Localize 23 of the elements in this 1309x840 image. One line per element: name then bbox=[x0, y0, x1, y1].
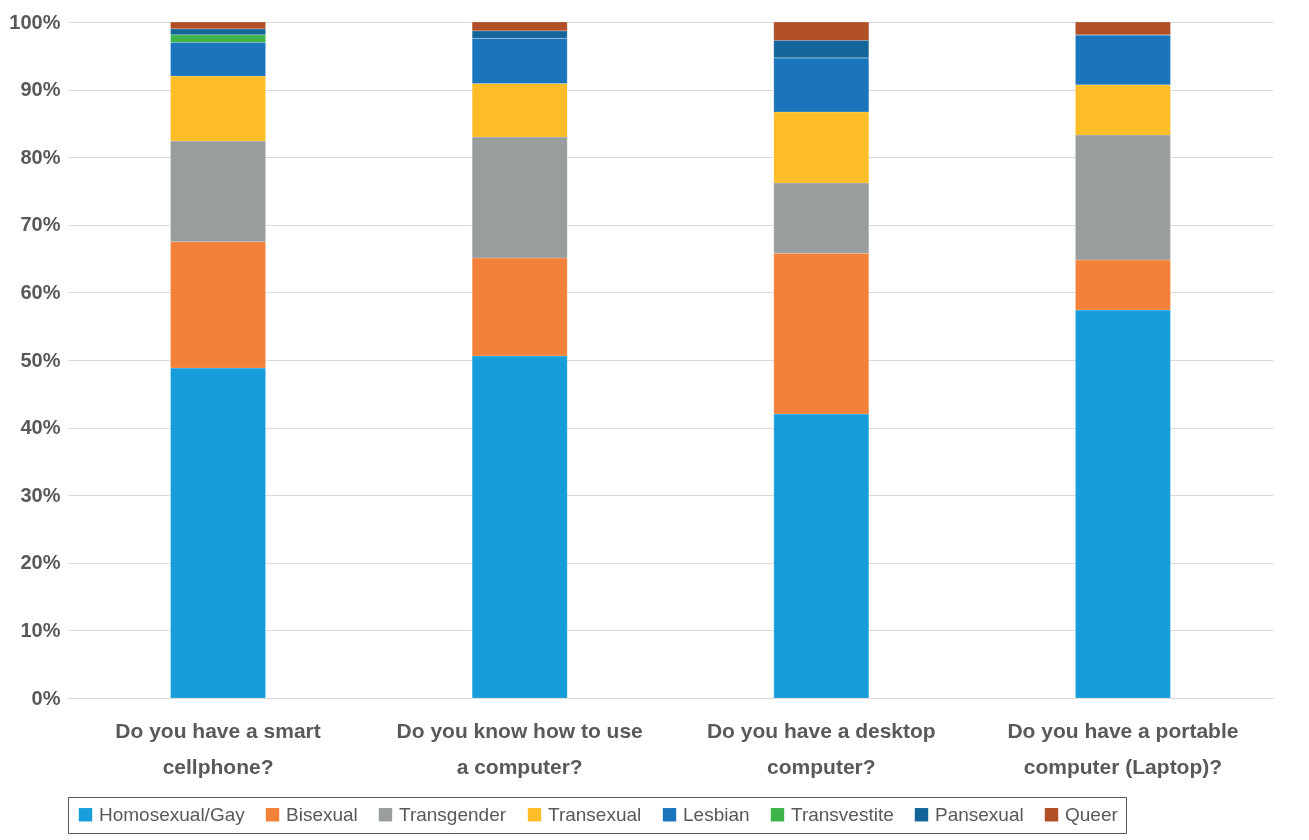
legend-label: Homosexual/Gay bbox=[99, 803, 246, 825]
legend-label: Bisexual bbox=[286, 803, 358, 825]
legend-label: Pansexual bbox=[935, 803, 1024, 825]
y-tick-label: 80% bbox=[20, 145, 61, 168]
y-tick-label: 10% bbox=[20, 618, 61, 641]
legend-label: Transvestite bbox=[791, 803, 894, 825]
y-tick-label: 50% bbox=[20, 348, 61, 371]
y-tick-label: 60% bbox=[20, 280, 61, 303]
x-tick-label: Do you have a portable computer (Laptop)? bbox=[1007, 718, 1239, 778]
legend-label: Transgender bbox=[399, 803, 507, 825]
x-tick-label: Do you have a smart cellphone? bbox=[115, 718, 321, 778]
y-tick-label: 30% bbox=[20, 483, 61, 506]
y-tick-label: 0% bbox=[31, 686, 61, 709]
legend-label: Lesbian bbox=[683, 803, 750, 825]
legend-label: Queer bbox=[1065, 803, 1119, 825]
y-tick-label: 100% bbox=[9, 10, 61, 33]
legend-label: Transexual bbox=[548, 803, 642, 825]
y-tick-label: 90% bbox=[20, 78, 61, 101]
y-tick-label: 40% bbox=[20, 416, 61, 439]
y-tick-label: 70% bbox=[20, 213, 61, 236]
x-tick-label: Do you have a desktop computer? bbox=[706, 718, 936, 778]
y-tick-label: 20% bbox=[20, 551, 61, 574]
x-tick-label: Do you know how to use a computer? bbox=[396, 718, 643, 778]
